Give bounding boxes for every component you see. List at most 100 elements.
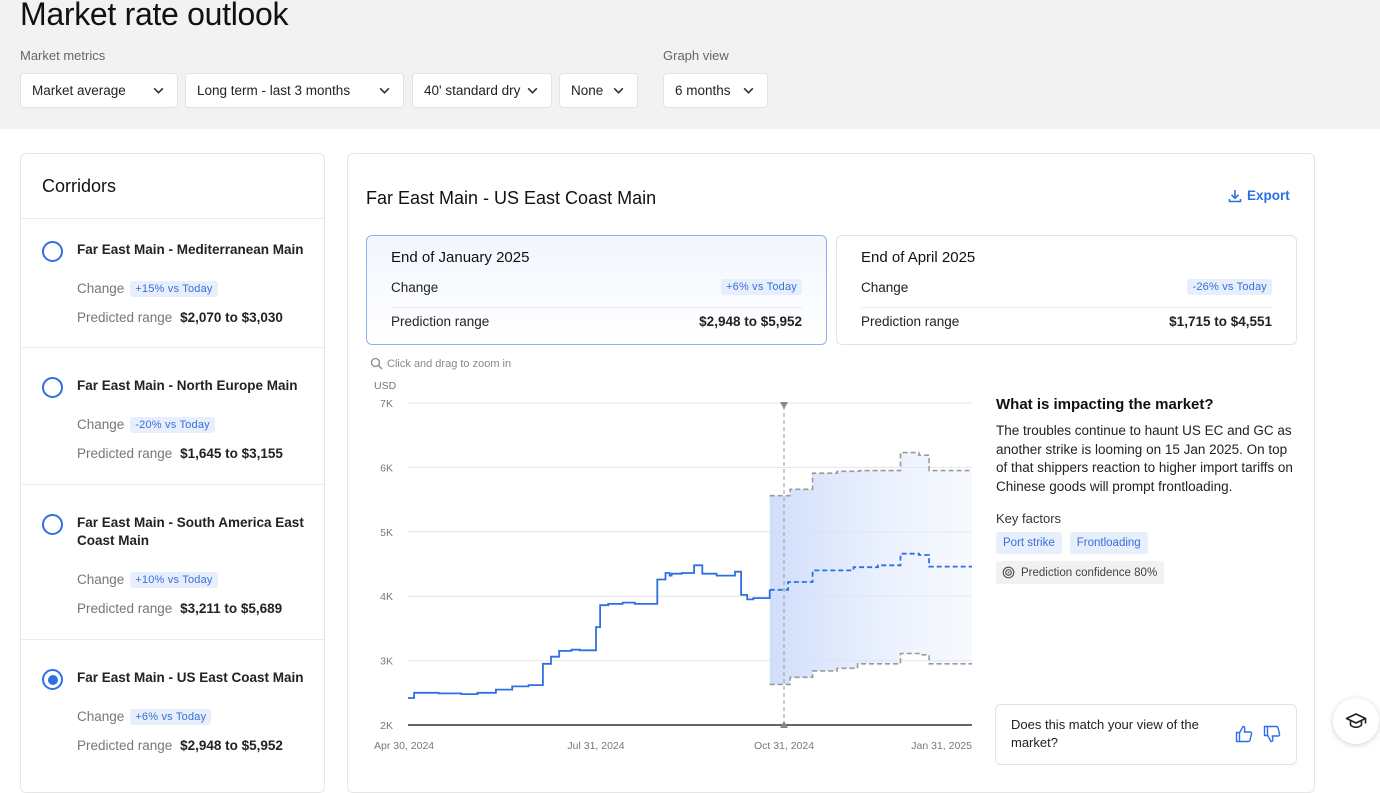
market-metrics-label: Market metrics — [20, 48, 106, 63]
header-area: Market rate outlook Market metrics Graph… — [0, 0, 1380, 129]
chevron-down-icon — [743, 87, 754, 94]
export-button[interactable]: Export — [1228, 188, 1290, 203]
key-factors-label: Key factors — [996, 511, 1062, 526]
graph-view-label: Graph view — [663, 48, 729, 63]
y-tick-label: 5K — [380, 527, 393, 539]
card-title: End of April 2025 — [861, 249, 976, 266]
corridors-title: Corridors — [42, 176, 117, 196]
corridor-range-row: Predicted range $2,070 to $3,030 — [77, 310, 283, 325]
corridor-name: Far East Main - Mediterranean Main — [77, 242, 304, 257]
export-label: Export — [1247, 188, 1290, 203]
corridor-name: Far East Main - South America East Coast… — [77, 515, 304, 548]
chevron-down-icon — [527, 87, 538, 94]
magnifier-icon — [370, 357, 383, 370]
card-range-row: Prediction range $2,948 to $5,952 — [391, 314, 802, 329]
corridor-change-row: Change +6% vs Today — [77, 709, 212, 725]
corridor-radio[interactable] — [42, 377, 63, 398]
feedback-box: Does this match your view of the market? — [995, 704, 1297, 765]
corridor-radio[interactable] — [42, 514, 63, 535]
impact-text: The troubles continue to haunt US EC and… — [996, 423, 1293, 494]
x-tick-label: Apr 30, 2024 — [374, 740, 434, 752]
thumbs-up-icon[interactable] — [1234, 724, 1254, 744]
container-dropdown-value: 40' standard dry — [424, 83, 521, 98]
today-marker-bottom — [780, 721, 788, 728]
y-tick-label: 3K — [380, 656, 393, 668]
rate-chart[interactable]: USD 7K 6K 5K 4K 3K 2K Apr 30, 2024 Jul 31, 2024 O… — [360, 378, 980, 778]
download-icon — [1228, 189, 1242, 202]
upper-bound-line — [769, 451, 972, 497]
corridor-range-row: Predicted range $2,948 to $5,952 — [77, 738, 283, 753]
thumbs-down-icon[interactable] — [1262, 724, 1282, 744]
change-badge: +10% vs Today — [130, 572, 218, 588]
y-tick-label: 7K — [380, 398, 393, 410]
extra-dropdown[interactable]: None — [559, 73, 638, 108]
corridor-radio[interactable] — [42, 241, 63, 262]
range-label: Predicted range — [77, 601, 173, 616]
card-range-value: $1,715 to $4,551 — [1169, 314, 1272, 329]
y-tick-label: 6K — [380, 462, 393, 474]
card-divider — [861, 307, 1272, 308]
corridor-range-row: Predicted range $3,211 to $5,689 — [77, 601, 282, 616]
corridor-name: Far East Main - North Europe Main — [77, 378, 298, 393]
zoom-hint: Click and drag to zoom in — [370, 357, 511, 370]
corridor-change-row: Change -20% vs Today — [77, 417, 215, 433]
chevron-down-icon — [153, 87, 164, 94]
corridor-item-us-east-coast[interactable]: Far East Main - US East Coast Main Chang… — [21, 639, 324, 792]
today-marker-top — [780, 402, 788, 409]
extra-dropdown-value: None — [571, 83, 604, 98]
confidence-text: Prediction confidence 80% — [1021, 566, 1158, 579]
corridor-item-north-europe[interactable]: Far East Main - North Europe Main Change… — [21, 347, 324, 484]
learning-help-button[interactable] — [1333, 698, 1379, 744]
card-title: End of January 2025 — [391, 249, 530, 266]
target-icon — [1002, 566, 1015, 579]
card-change-label: Change — [861, 279, 909, 295]
forecast-card-january[interactable]: End of January 2025 Change +6% vs Today P… — [366, 235, 827, 345]
change-badge: -20% vs Today — [130, 417, 215, 433]
corridor-change-row: Change +15% vs Today — [77, 281, 218, 297]
card-change-badge: +6% vs Today — [721, 279, 802, 295]
page-title: Market rate outlook — [20, 0, 289, 32]
graph-range-dropdown-value: 6 months — [675, 83, 731, 98]
y-tick-label: 2K — [380, 720, 393, 732]
corridor-range-row: Predicted range $1,645 to $3,155 — [77, 446, 283, 461]
x-tick-label: Jan 31, 2025 — [911, 740, 972, 752]
corridors-panel: Corridors Far East Main - Mediterranean … — [20, 153, 325, 793]
forecast-card-april[interactable]: End of April 2025 Change -26% vs Today Pr… — [836, 235, 1297, 345]
confidence-badge: Prediction confidence 80% — [996, 561, 1165, 584]
corridor-item-south-america[interactable]: Far East Main - South America East Coast… — [21, 484, 324, 639]
card-divider — [391, 307, 802, 308]
range-label: Predicted range — [77, 738, 173, 753]
factor-chip-port-strike: Port strike — [996, 532, 1062, 554]
y-axis-unit-label: USD — [374, 380, 397, 392]
y-tick-label: 4K — [380, 591, 393, 603]
impact-title: What is impacting the market? — [996, 396, 1214, 413]
term-dropdown[interactable]: Long term - last 3 months — [185, 73, 404, 108]
change-label: Change — [77, 709, 125, 724]
x-tick-label: Jul 31, 2024 — [567, 740, 624, 752]
lower-bound-line — [769, 652, 972, 686]
card-change-label: Change — [391, 279, 439, 295]
change-label: Change — [77, 572, 125, 587]
card-change-row: Change +6% vs Today — [391, 279, 802, 295]
card-range-label: Prediction range — [391, 314, 490, 329]
range-label: Predicted range — [77, 446, 173, 461]
card-range-value: $2,948 to $5,952 — [699, 314, 802, 329]
corridor-detail-panel: Far East Main - US East Coast Main Expor… — [347, 153, 1315, 793]
metric-dropdown-value: Market average — [32, 83, 126, 98]
chevron-down-icon — [379, 87, 390, 94]
feedback-question: Does this match your view of the market? — [1011, 717, 1199, 750]
graph-range-dropdown[interactable]: 6 months — [663, 73, 768, 108]
range-value: $3,211 to $5,689 — [180, 601, 283, 616]
change-label: Change — [77, 417, 125, 432]
range-value: $2,070 to $3,030 — [180, 310, 283, 325]
factor-chip-frontloading: Frontloading — [1069, 532, 1148, 554]
change-label: Change — [77, 281, 125, 296]
key-factors-list: Port strike Frontloading — [996, 532, 1148, 554]
container-dropdown[interactable]: 40' standard dry — [412, 73, 552, 108]
card-change-row: Change -26% vs Today — [861, 279, 1272, 295]
corridor-item-mediterranean[interactable]: Far East Main - Mediterranean Main Chang… — [21, 218, 324, 355]
range-value: $1,645 to $3,155 — [180, 446, 283, 461]
metric-dropdown[interactable]: Market average — [20, 73, 178, 108]
corridor-radio-selected[interactable] — [42, 669, 63, 690]
chevron-down-icon — [613, 87, 624, 94]
